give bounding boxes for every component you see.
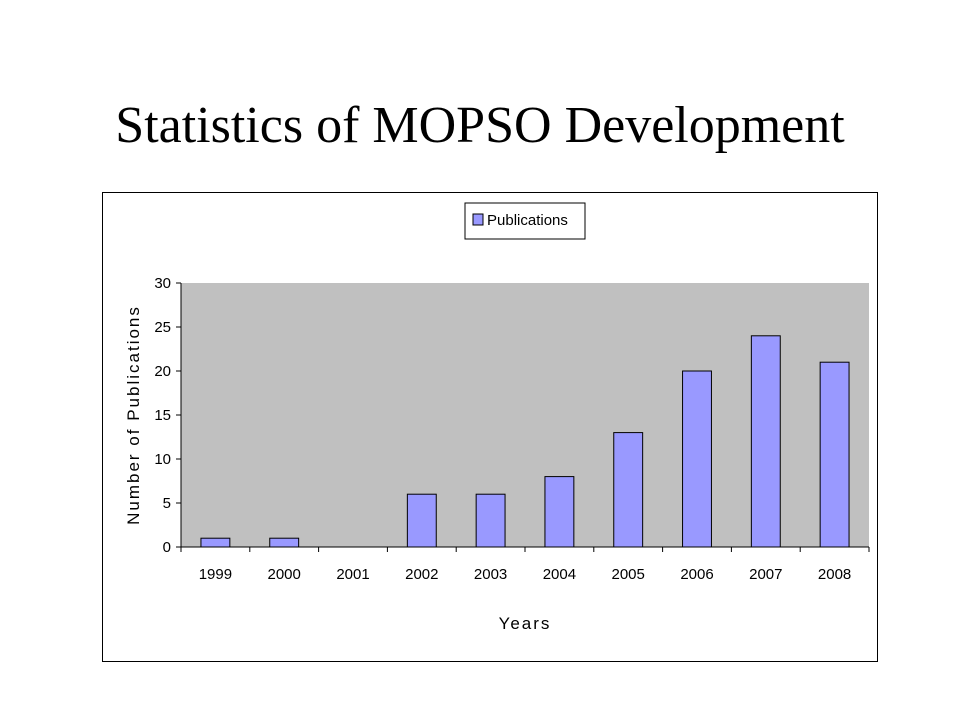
y-tick-label: 20 [154,363,171,380]
x-tick-label: 2004 [543,566,576,583]
x-tick-label: 2006 [680,566,713,583]
bar-2006 [682,370,712,548]
y-tick-label: 0 [163,539,171,556]
y-axis: 0 5 10 15 20 25 30 [154,275,182,556]
y-tick-label: 25 [154,319,171,336]
x-axis-title: Years [499,614,552,633]
x-tick-label: 2007 [749,566,782,583]
bar-1999 [200,537,231,548]
bar-2003 [475,493,506,548]
x-tick-label: 2002 [405,566,438,583]
bar-2005 [613,432,644,548]
slide-title: Statistics of MOPSO Development [115,97,845,154]
y-tick-label: 5 [163,495,171,512]
y-tick-label: 10 [154,451,171,468]
y-tick-label: 15 [154,407,171,424]
x-tick-label: 2003 [474,566,507,583]
x-tick-label: 2005 [612,566,645,583]
x-axis: 1999 2000 2001 2002 2003 2004 2005 2006 2007 2008 [180,546,870,583]
bar-2002 [406,493,437,548]
bar-2004 [544,476,575,548]
bar-chart: Publications 0 5 10 15 20 25 30 1999 2000 2001 20… [124,202,870,633]
bars [200,335,850,548]
bar-2007 [750,335,781,548]
y-axis-title: Number of Publications [124,305,143,525]
chart-frame: Publications 0 5 10 15 20 25 30 1999 2000 2001 20… [102,192,878,662]
x-tick-label: 2000 [268,566,301,583]
bar-2000 [269,537,300,548]
x-tick-label: 1999 [199,566,232,583]
legend-label-publications: Publications [487,212,568,229]
legend-box [464,202,586,240]
legend-swatch-publications [472,213,484,226]
bar-2008 [819,361,850,548]
y-tick-label: 30 [154,275,171,292]
x-tick-label: 2008 [818,566,851,583]
x-tick-label: 2001 [336,566,369,583]
legend: Publications [464,202,586,240]
